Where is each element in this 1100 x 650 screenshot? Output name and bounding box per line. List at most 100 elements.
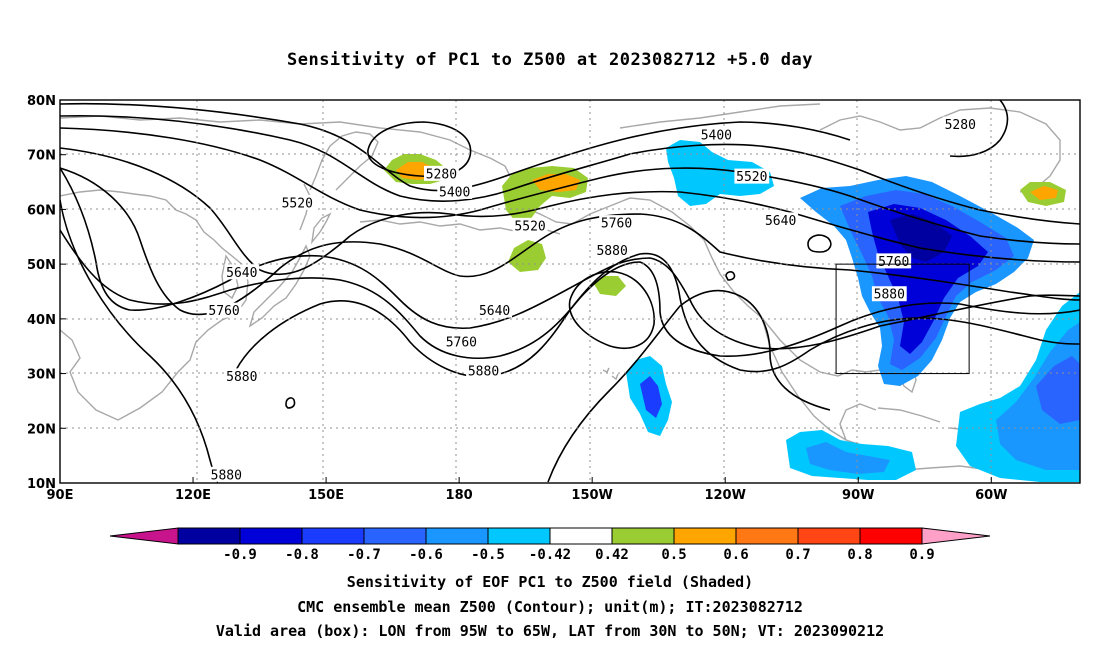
colorbar: -0.9 -0.8 -0.7 -0.6 -0.5 -0.42 0.42 0.5 0.6 0.7 0.… [109,527,991,563]
colorbar-label: 0.5 [661,547,686,563]
negative-shading-tropical-atlantic-mid [996,322,1080,470]
contour-label-bg [763,212,799,228]
lat-tick-label: 70N [27,149,56,164]
contour-label-bg [698,127,734,143]
contour-label: 5880 [874,288,905,303]
negative-core-caribbean [806,442,890,474]
lon-tick-label: 120W [704,488,745,503]
lat-tick-label: 40N [27,313,56,328]
colorbar-swatch [611,527,675,545]
contour-label: 5640 [479,304,510,319]
longitude-axis: 90E 120E 150E 180 150W 120W 90W 60W [47,477,1008,503]
colorbar-high-triangle [921,527,991,545]
lat-tick-label: 10N [27,477,56,492]
contour-label: 5880 [211,468,242,483]
colorbar-label: -0.6 [409,547,443,563]
contour-label-bg [206,302,242,318]
contour-label: 5400 [439,185,470,200]
contour-label-bg [466,362,501,378]
colorbar-swatch [549,527,613,545]
colorbar-swatch [735,527,799,545]
contour-label: 5280 [945,118,976,133]
contour-label: 5880 [596,244,627,259]
colorbar-label: -0.9 [223,547,257,563]
colorbar-label: 0.7 [785,547,810,563]
contour-label-bg [594,242,630,258]
colorbar-swatch [487,527,551,545]
colorbar-label: -0.5 [471,547,505,563]
contour-label-bg [279,194,315,210]
caption-line-1: Sensitivity of EOF PC1 to Z500 field (Sh… [346,573,754,591]
lon-tick-label: 180 [446,488,473,503]
lat-tick-label: 50N [27,258,56,273]
colorbar-label: 0.8 [847,547,872,563]
contour-label-bg [477,302,513,318]
contour-label-bg [423,165,459,181]
contour-label-bg [871,286,907,302]
colorbar-swatch [673,527,737,545]
contour-label-bg [599,215,634,231]
z500-contours [60,100,1080,483]
contour-label-bg [512,217,548,233]
contour-label: 5280 [426,167,457,182]
colorbar-label: -0.7 [347,547,381,563]
lon-tick-label: 120E [175,488,211,503]
colorbar-swatch [425,527,489,545]
negative-shading-gulf-alaska [666,140,774,206]
colorbar-swatch [239,527,303,545]
contour-label: 5760 [878,255,909,270]
colorbar-swatch [363,527,427,545]
contour-label: 5760 [208,304,239,319]
colorbar-low-triangle [109,527,179,545]
contour-label: 5760 [601,217,632,232]
lon-tick-label: 60W [975,488,1007,503]
contour-label: 5880 [468,364,499,379]
positive-core-greenland [1030,186,1058,200]
contour-label-bg [437,183,473,199]
colorbar-label: 0.42 [595,547,629,563]
lat-tick-label: 30N [27,368,56,383]
map-frame [59,99,1081,484]
colorbar-swatch [177,527,241,545]
colorbar-swatch [301,527,365,545]
caption-line-3: Valid area (box): LON from 95W to 65W, L… [215,622,885,640]
map-title: Sensitivity of PC1 to Z500 at 2023082712… [286,50,813,70]
colorbar-swatch [797,527,861,545]
contour-label: 5760 [446,335,477,350]
contour-label: 5520 [514,219,545,234]
contour-label-bg [942,116,978,132]
contour-label: 5520 [736,170,767,185]
colorbar-swatch [859,527,923,545]
contour-label: 5640 [226,266,257,281]
contour-labels: 5280 5280 5400 5400 5520 5520 5520 5640 5640 5640… [206,116,978,483]
lon-tick-label: 150E [308,488,344,503]
colorbar-label: -0.42 [529,547,571,563]
caption-line-2: CMC ensemble mean Z500 (Contour); unit(m… [297,598,803,616]
lat-tick-label: 20N [27,422,56,437]
contour-label: 5520 [282,196,313,211]
colorbar-label: 0.9 [909,547,934,563]
contour-label-bg [224,264,260,280]
contour-label: 5640 [765,214,796,229]
lon-tick-label: 150W [571,488,612,503]
contour-label-bg [876,253,912,269]
contour-label: 5400 [701,129,732,144]
latitude-axis: 80N 70N 60N 50N 40N 30N 20N 10N [27,94,66,492]
lat-tick-label: 80N [27,94,56,109]
contour-label-bg [208,466,244,482]
graticule [60,100,1080,483]
negative-core-subtropical [640,376,662,418]
lon-tick-label: 90E [47,488,74,503]
colorbar-label: -0.8 [285,547,319,563]
contour-label: 5880 [226,370,257,385]
colorbar-label: 0.6 [723,547,748,563]
contour-label-bg [224,368,260,384]
valid-area-box [835,263,970,375]
contour-label-bg [734,168,770,184]
lon-tick-label: 90W [842,488,874,503]
positive-shading-hawaii-n [594,276,626,296]
lat-tick-label: 60N [27,203,56,218]
contour-label-bg [443,333,479,349]
